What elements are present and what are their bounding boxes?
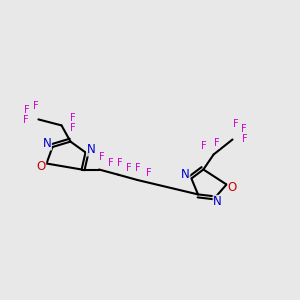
Text: F: F [242, 134, 247, 144]
Text: F: F [146, 168, 152, 178]
Text: N: N [86, 143, 95, 156]
Text: O: O [37, 160, 46, 173]
Text: F: F [108, 158, 114, 169]
Text: F: F [201, 141, 207, 151]
Text: F: F [136, 163, 141, 173]
Text: F: F [117, 158, 122, 168]
Text: F: F [24, 105, 29, 116]
Text: F: F [99, 152, 104, 163]
Text: F: F [70, 123, 76, 133]
Text: F: F [23, 115, 28, 125]
Text: O: O [228, 181, 237, 194]
Text: F: F [127, 163, 132, 173]
Text: F: F [233, 119, 238, 130]
Text: F: F [214, 138, 219, 148]
Text: F: F [33, 101, 39, 111]
Text: N: N [43, 137, 52, 150]
Text: N: N [181, 168, 190, 182]
Text: F: F [70, 113, 76, 123]
Text: N: N [213, 195, 222, 208]
Text: F: F [241, 124, 247, 134]
